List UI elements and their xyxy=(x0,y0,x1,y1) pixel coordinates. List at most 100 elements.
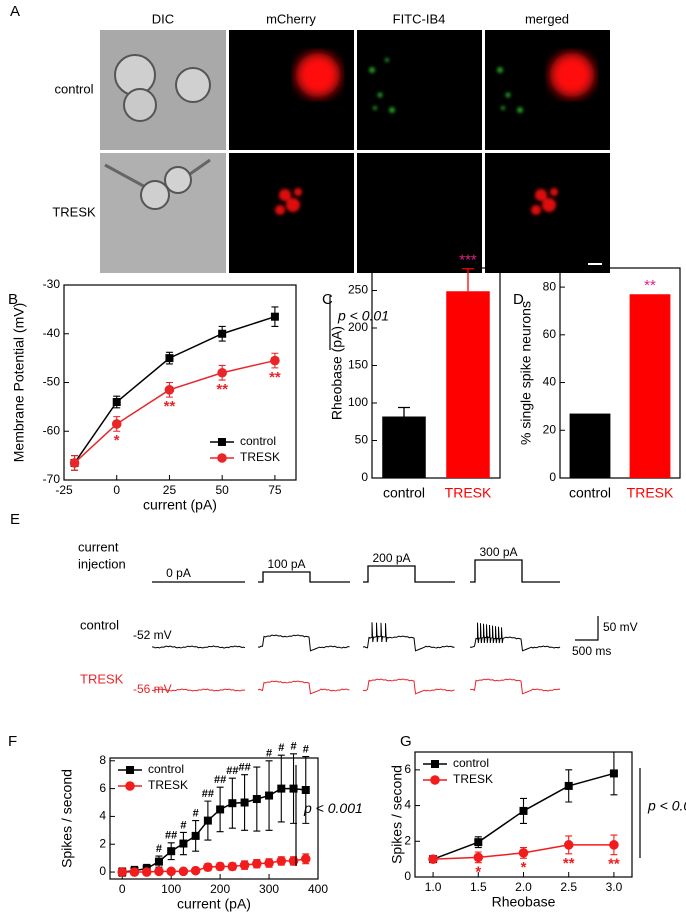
x-axis-label: current (pA) xyxy=(143,497,217,513)
marker xyxy=(300,854,311,864)
fitc-image xyxy=(357,153,482,273)
y-tick-label: 60 xyxy=(543,327,557,341)
scale-label: 500 ms xyxy=(572,644,611,658)
marker xyxy=(164,385,175,395)
merged-image xyxy=(485,153,610,273)
marker xyxy=(218,329,227,338)
significance: ## xyxy=(202,788,214,800)
marker xyxy=(265,791,274,800)
y-tick-label: -40 xyxy=(43,326,61,340)
column-header: mCherry xyxy=(266,11,316,26)
x-tick-label: 2.5 xyxy=(560,880,577,894)
panel-label: F xyxy=(8,733,17,750)
marker xyxy=(240,798,249,807)
y-tick-label: 4 xyxy=(99,809,106,823)
marker xyxy=(609,769,618,778)
x-tick-label: 100 xyxy=(161,882,181,896)
marker xyxy=(609,840,619,850)
y-tick-label: 6 xyxy=(404,762,411,776)
marker xyxy=(288,856,299,866)
legend-label: control xyxy=(148,762,184,776)
y-tick-label: 2 xyxy=(99,836,106,850)
marker xyxy=(519,806,528,815)
stimulus-step xyxy=(258,571,350,583)
bar xyxy=(629,294,671,478)
marker xyxy=(154,857,163,866)
y-tick-label: 250 xyxy=(348,283,368,297)
marker xyxy=(141,867,152,877)
x-tick-label: 50 xyxy=(216,483,230,497)
y-tick-label: -70 xyxy=(43,472,61,486)
stimulus-step xyxy=(470,559,560,583)
significance: * xyxy=(114,432,120,449)
panel-label: C xyxy=(322,291,333,308)
series-line xyxy=(122,787,306,873)
row-label: control xyxy=(54,81,93,96)
y-tick-label: 100 xyxy=(348,395,368,409)
step-label: 300 pA xyxy=(479,545,517,559)
y-tick-label: 0 xyxy=(361,470,368,484)
marker xyxy=(276,856,287,866)
stimulus-step xyxy=(363,565,455,583)
y-tick-label: 6 xyxy=(99,781,106,795)
y-tick-label: -60 xyxy=(43,423,61,437)
y-tick-label: 4 xyxy=(404,798,411,812)
fitc-image xyxy=(357,30,482,150)
legend-marker xyxy=(218,438,226,446)
significance: ## xyxy=(226,765,238,777)
mcherry-image xyxy=(229,153,354,273)
cell-signal xyxy=(296,53,340,97)
marker xyxy=(564,781,573,790)
marker xyxy=(111,419,122,429)
marker xyxy=(215,861,225,872)
x-tick-label: control xyxy=(569,485,611,501)
significance: * xyxy=(521,859,527,876)
marker xyxy=(518,848,529,858)
significance: *** xyxy=(459,252,477,269)
row-label: TRESK xyxy=(52,204,96,219)
marker xyxy=(428,854,438,864)
stim-label: injection xyxy=(78,556,126,571)
x-tick-label: TRESK xyxy=(627,485,674,501)
significance: # xyxy=(193,807,199,819)
plot-frame xyxy=(371,267,501,479)
marker xyxy=(117,867,128,877)
panel-label: G xyxy=(400,733,412,750)
series-line xyxy=(122,858,306,873)
scale-label: 50 mV xyxy=(603,620,638,634)
marker xyxy=(69,458,80,468)
significance: ## xyxy=(165,830,177,842)
marker xyxy=(252,795,261,804)
x-tick-label: 300 xyxy=(259,882,279,896)
significance: ** xyxy=(269,369,281,386)
y-tick-label: 80 xyxy=(543,279,557,293)
y-tick-label: 150 xyxy=(348,358,368,372)
marker xyxy=(165,354,174,363)
step-label: 100 pA xyxy=(267,557,305,571)
y-tick-label: 0 xyxy=(99,864,106,878)
bar xyxy=(569,413,611,478)
voltage-trace xyxy=(257,680,350,695)
y-axis-label: Rheobase (pA) xyxy=(329,326,345,420)
significance: # xyxy=(266,748,272,760)
scale-bar xyxy=(575,616,599,641)
voltage-trace xyxy=(152,645,246,649)
voltage-trace xyxy=(362,678,455,695)
legend-marker xyxy=(431,760,439,768)
mcherry-image xyxy=(229,30,354,150)
marker xyxy=(203,862,213,872)
marker xyxy=(473,852,484,863)
marker xyxy=(264,858,274,868)
significance: # xyxy=(303,744,309,756)
x-tick-label: 400 xyxy=(308,882,328,896)
x-tick-label: 25 xyxy=(163,483,177,497)
x-tick-label: TRESK xyxy=(445,485,492,501)
legend-marker xyxy=(126,766,134,774)
panel-label: D xyxy=(513,291,524,308)
cell xyxy=(140,180,170,210)
step-label: 0 pA xyxy=(166,566,191,580)
column-header: FITC-IB4 xyxy=(393,11,446,26)
significance: * xyxy=(475,864,481,881)
voltage-trace xyxy=(469,622,561,652)
